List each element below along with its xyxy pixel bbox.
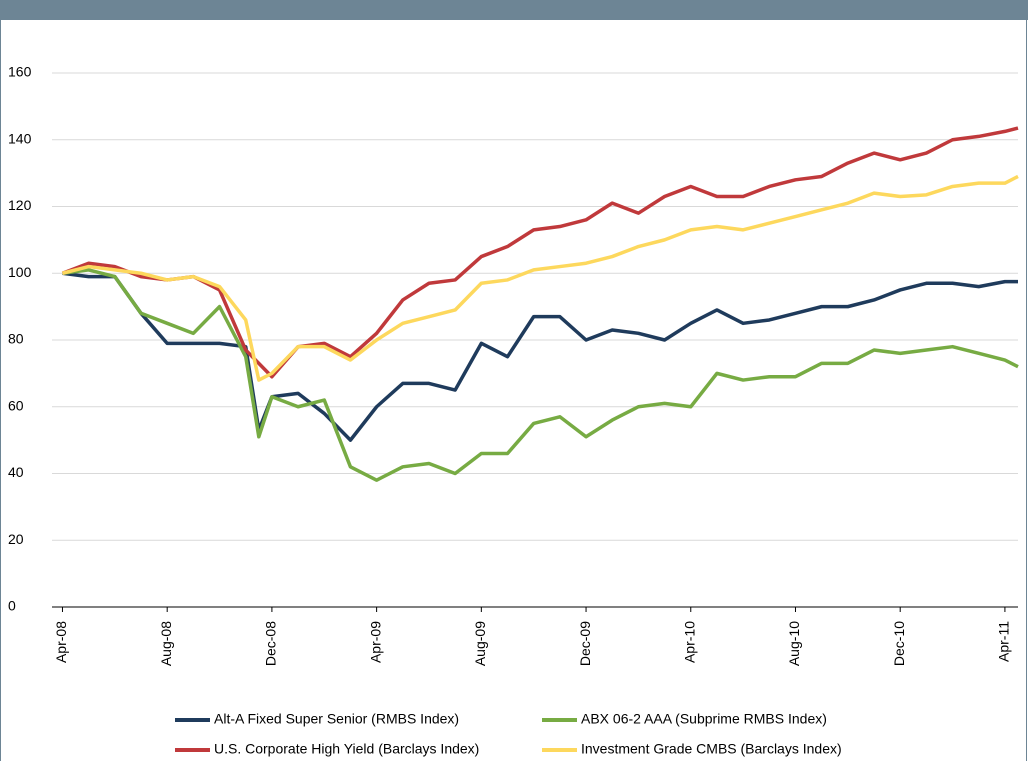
y-tick-label: 120 xyxy=(8,197,32,213)
legend-label: Investment Grade CMBS (Barclays Index) xyxy=(581,741,842,757)
x-tick-label: Dec-10 xyxy=(891,621,907,666)
x-tick-label: Aug-09 xyxy=(472,621,488,666)
legend-label: Alt-A Fixed Super Senior (RMBS Index) xyxy=(214,711,459,727)
y-tick-label: 160 xyxy=(8,64,32,80)
x-tick-label: Apr-09 xyxy=(367,621,383,663)
y-tick-label: 100 xyxy=(8,264,32,280)
x-tick-label: Dec-08 xyxy=(263,621,279,666)
y-tick-label: 0 xyxy=(8,598,16,614)
y-tick-label: 140 xyxy=(8,130,32,146)
y-tick-label: 60 xyxy=(8,397,24,413)
series-line xyxy=(61,126,1019,379)
y-tick-label: 40 xyxy=(8,464,24,480)
series-line xyxy=(62,174,1019,382)
y-tick-label: 80 xyxy=(8,331,24,347)
header-bar xyxy=(0,0,1028,20)
x-tick-label: Dec-09 xyxy=(577,621,593,666)
x-tick-label: Apr-10 xyxy=(681,621,697,663)
series-line xyxy=(62,268,1019,482)
x-tick-label: Apr-08 xyxy=(53,621,69,663)
x-tick-label: Aug-08 xyxy=(158,621,174,666)
x-tick-label: Apr-11 xyxy=(996,621,1012,662)
y-tick-label: 20 xyxy=(8,531,24,547)
legend-label: ABX 06-2 AAA (Subprime RMBS Index) xyxy=(581,711,827,727)
x-tick-label: Aug-10 xyxy=(786,621,802,666)
series-line xyxy=(62,271,1018,442)
legend-label: U.S. Corporate High Yield (Barclays Inde… xyxy=(214,741,479,757)
